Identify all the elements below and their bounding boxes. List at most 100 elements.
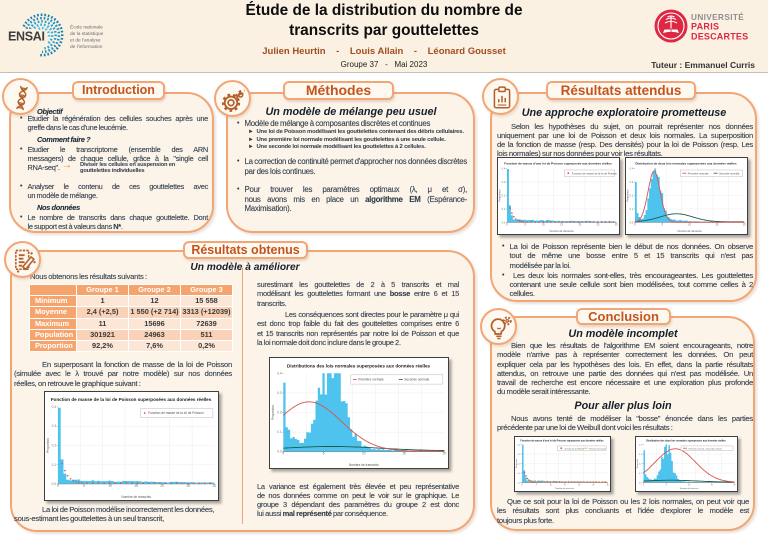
svg-text:de la statistique: de la statistique (70, 31, 104, 37)
svg-text:25: 25 (592, 484, 595, 486)
svg-text:20: 20 (443, 452, 447, 456)
svg-text:10: 10 (542, 222, 545, 226)
svg-text:0.0: 0.0 (630, 221, 634, 225)
svg-text:0.4: 0.4 (639, 444, 643, 446)
svg-text:5: 5 (662, 222, 664, 226)
svg-text:0.2: 0.2 (277, 411, 282, 415)
svg-text:10: 10 (688, 484, 691, 486)
svg-text:École nationale: École nationale (70, 24, 103, 31)
svg-text:15: 15 (564, 484, 567, 486)
svg-text:Proportion: Proportion (626, 189, 630, 202)
svg-text:Distribution de deux lois norm: Distribution de deux lois normales super… (635, 161, 736, 165)
svg-text:0.2: 0.2 (502, 194, 506, 198)
svg-text:Fonction de masse de la loi de: Fonction de masse de la loi de Poisson s… (51, 397, 212, 402)
svg-text:0.4: 0.4 (52, 405, 57, 409)
svg-text:Distributions des lois normale: Distributions des lois normales superpos… (287, 363, 431, 368)
svg-text:0.1: 0.1 (52, 463, 57, 467)
svg-text:15: 15 (134, 484, 138, 488)
svg-text:Nombre de transcrits: Nombre de transcrits (680, 487, 699, 490)
svg-text:Proportion: Proportion (498, 189, 502, 202)
svg-text:25: 25 (597, 222, 600, 226)
svg-text:30: 30 (213, 484, 217, 488)
svg-text:0.2: 0.2 (517, 464, 521, 466)
svg-text:15: 15 (560, 222, 563, 226)
svg-text:0.4: 0.4 (502, 167, 506, 171)
svg-text:0.0: 0.0 (517, 483, 521, 485)
svg-text:10: 10 (108, 484, 112, 488)
svg-text:0.3: 0.3 (502, 180, 506, 184)
svg-text:PARIS: PARIS (691, 22, 719, 32)
svg-text:25: 25 (187, 484, 191, 488)
svg-text:0.1: 0.1 (639, 473, 643, 475)
svg-text:Proportion: Proportion (271, 405, 275, 420)
svg-text:5: 5 (323, 452, 325, 456)
svg-text:de l'information: de l'information (70, 44, 103, 50)
svg-text:20: 20 (743, 222, 746, 226)
svg-text:0.3: 0.3 (639, 454, 643, 456)
svg-text:Nombre de transcrits: Nombre de transcrits (556, 487, 575, 490)
svg-text:0.1: 0.1 (630, 207, 634, 211)
svg-text:20: 20 (578, 484, 581, 486)
svg-text:20: 20 (160, 484, 164, 488)
svg-text:Première normale: Première normale (688, 171, 709, 175)
svg-text:10: 10 (549, 484, 552, 486)
svg-text:DESCARTES: DESCARTES (691, 32, 748, 42)
svg-text:15: 15 (715, 222, 718, 226)
svg-text:Première normale: Première normale (358, 378, 384, 382)
svg-text:0.4: 0.4 (517, 444, 521, 446)
svg-text:0.3: 0.3 (517, 454, 521, 456)
svg-text:30: 30 (606, 484, 609, 486)
svg-text:0: 0 (521, 484, 523, 486)
svg-text:Nombre de transcrits: Nombre de transcrits (349, 463, 379, 467)
svg-text:10: 10 (362, 452, 366, 456)
svg-text:0.3: 0.3 (630, 180, 634, 184)
svg-text:0.2: 0.2 (639, 464, 643, 466)
svg-text:0.1: 0.1 (517, 473, 521, 475)
svg-text:Nombre de transcrits: Nombre de transcrits (121, 495, 151, 499)
svg-text:Seconde normale: Seconde normale (719, 171, 740, 175)
svg-text:0.2: 0.2 (630, 194, 634, 198)
svg-text:0.0: 0.0 (52, 482, 57, 486)
svg-text:15: 15 (402, 452, 406, 456)
svg-text:UNIVERSITÉ: UNIVERSITÉ (691, 12, 744, 22)
svg-text:0.0: 0.0 (639, 483, 643, 485)
svg-text:0.3: 0.3 (52, 424, 57, 428)
svg-text:5: 5 (536, 484, 538, 486)
svg-text:5: 5 (666, 484, 668, 486)
svg-text:0.0: 0.0 (277, 450, 282, 454)
svg-text:30: 30 (615, 222, 618, 226)
svg-text:0: 0 (57, 484, 59, 488)
svg-text:ENSAI: ENSAI (8, 30, 45, 44)
svg-text:0: 0 (506, 222, 508, 226)
svg-text:10: 10 (688, 222, 691, 226)
svg-text:Proportion: Proportion (515, 459, 518, 468)
svg-text:et de l'analyse: et de l'analyse (70, 38, 101, 44)
svg-text:Fonction de masse: Fonction de masse (589, 447, 607, 450)
svg-text:Proportion: Proportion (46, 438, 50, 453)
svg-text:Fonction de masse de la loi de: Fonction de masse de la loi de Poisson (572, 171, 618, 175)
svg-text:0.4: 0.4 (630, 167, 634, 171)
svg-text:0: 0 (643, 484, 645, 486)
svg-text:Fonction de masse d'une loi de: Fonction de masse d'une loi de Poisson s… (520, 440, 604, 443)
svg-text:Seconde normale: Seconde normale (404, 378, 429, 382)
svg-text:Fonction de masse de la loi de: Fonction de masse de la loi de Poisson (148, 411, 204, 415)
svg-text:Densité loi de Weibull: Densité loi de Weibull (565, 447, 585, 450)
svg-text:15: 15 (711, 484, 714, 486)
svg-text:Distribution des deux lois nor: Distribution des deux lois normales supe… (646, 440, 726, 443)
svg-text:0.0: 0.0 (502, 221, 506, 225)
svg-text:0.1: 0.1 (277, 430, 282, 434)
svg-text:5: 5 (83, 484, 85, 488)
svg-text:20: 20 (733, 484, 736, 486)
svg-text:Première normale - Seconde n: Première normale - Seconde normale (689, 448, 723, 450)
svg-text:20: 20 (578, 222, 581, 226)
svg-text:0: 0 (282, 452, 284, 456)
svg-text:0.2: 0.2 (52, 444, 57, 448)
svg-text:0.1: 0.1 (502, 207, 506, 211)
svg-text:0.3: 0.3 (277, 391, 282, 395)
svg-text:Fonction de masse d'une loi de: Fonction de masse d'une loi de Poisson s… (504, 161, 612, 165)
svg-text:Nombre de transcrits: Nombre de transcrits (678, 229, 703, 233)
svg-text:5: 5 (524, 222, 526, 226)
svg-text:Proportion: Proportion (636, 459, 639, 468)
svg-text:0.4: 0.4 (277, 371, 282, 375)
svg-text:0: 0 (634, 222, 636, 226)
